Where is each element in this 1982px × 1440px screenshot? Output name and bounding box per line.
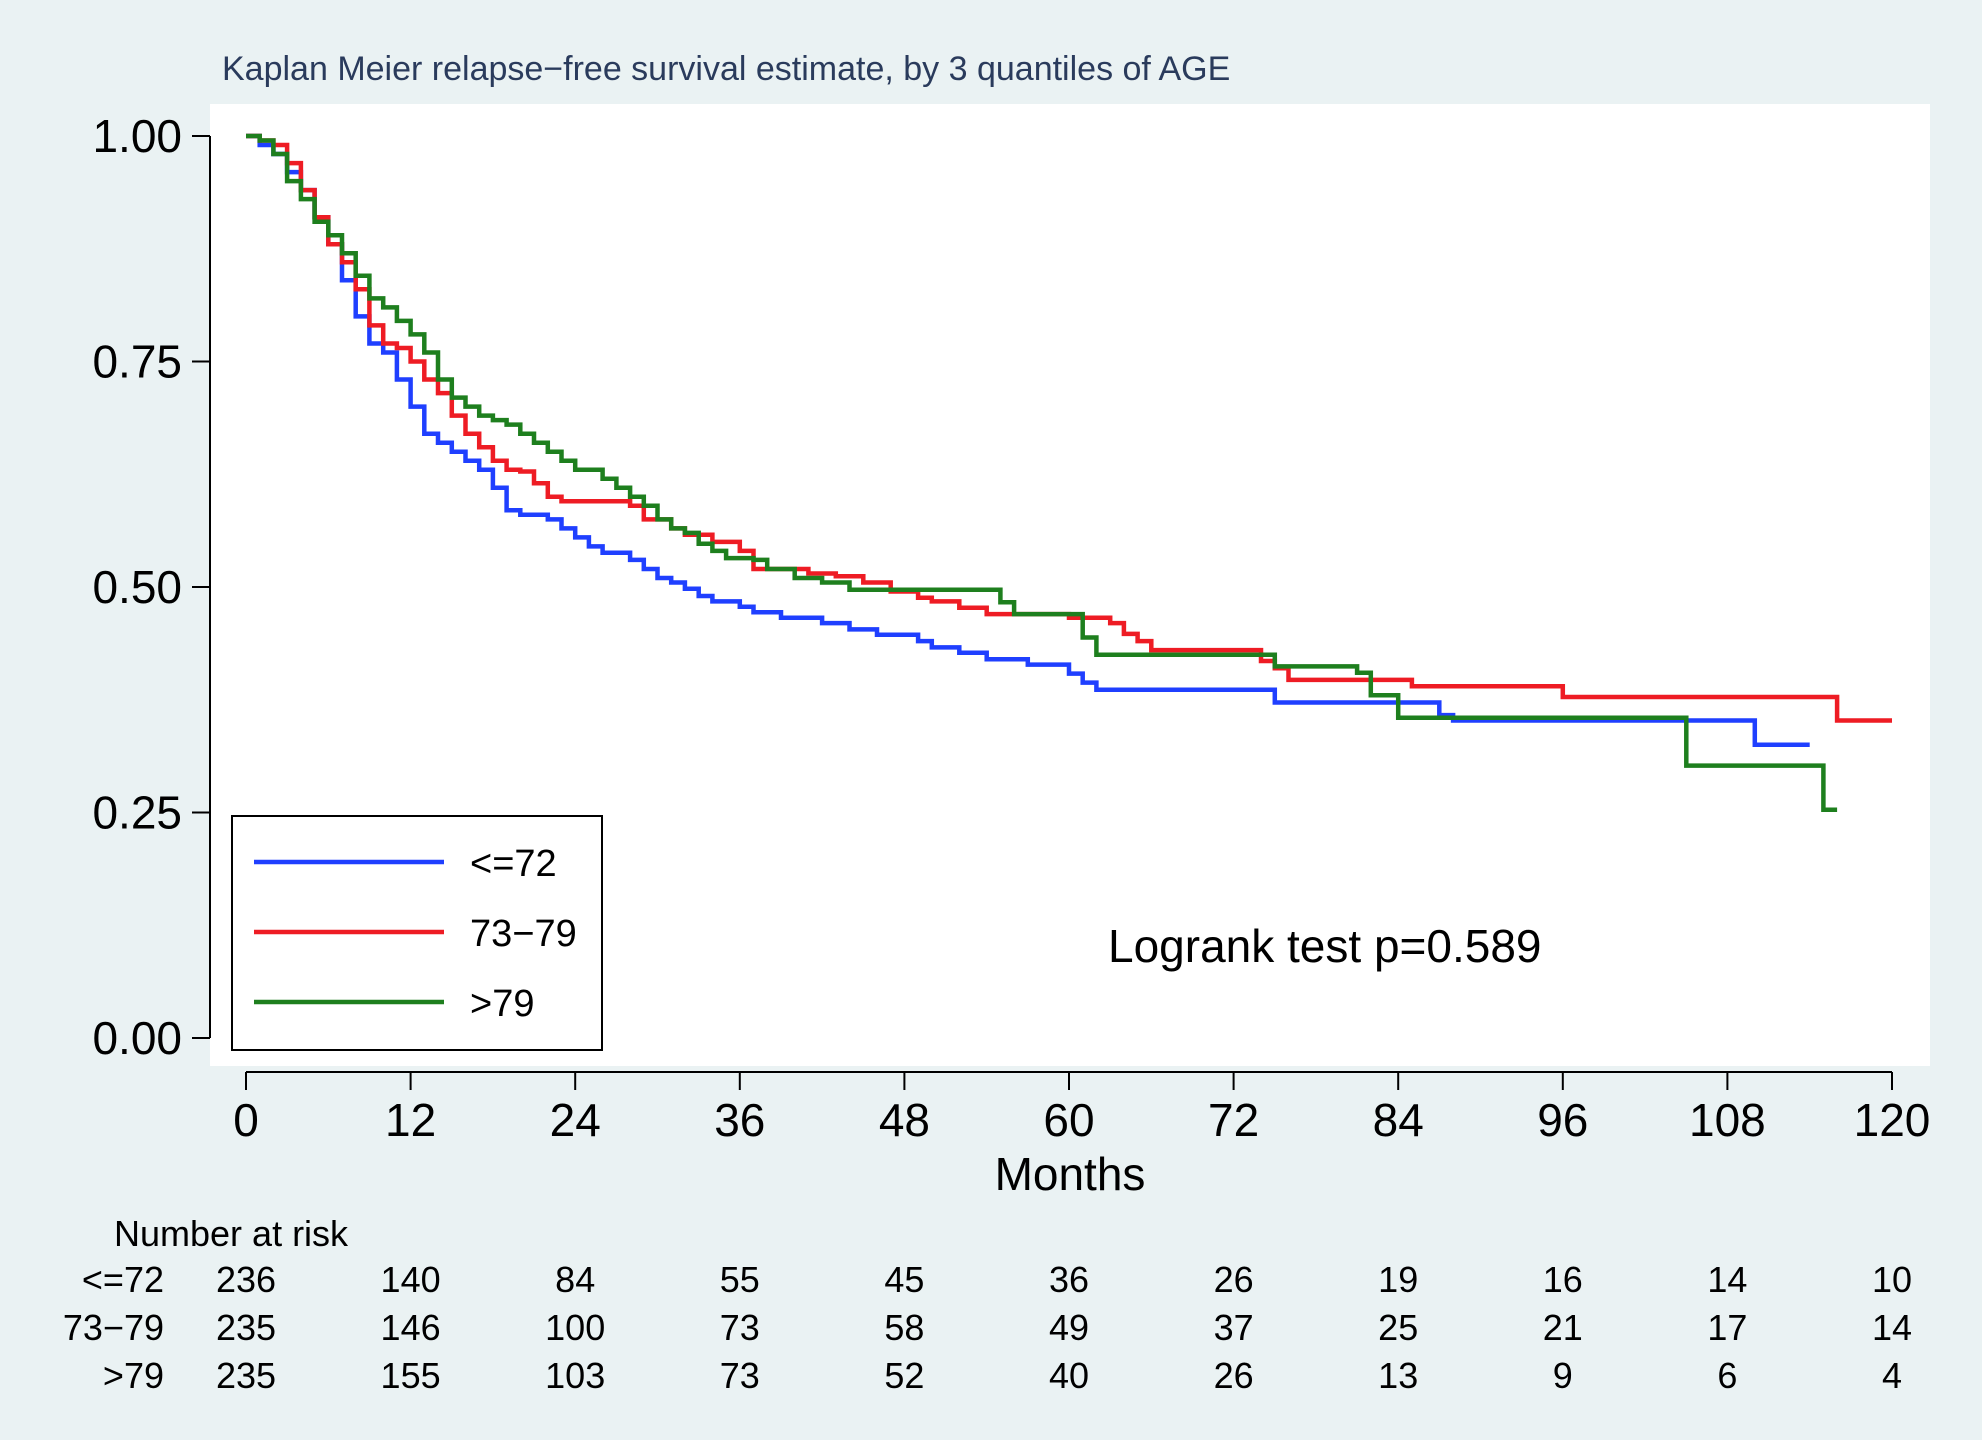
risk-cell: 235 <box>216 1355 276 1396</box>
x-tick-label: 72 <box>1208 1094 1259 1146</box>
y-tick-label: 1.00 <box>92 110 182 162</box>
risk-row-label: 73−79 <box>63 1307 164 1348</box>
risk-cell: 10 <box>1872 1259 1912 1300</box>
risk-cell: 55 <box>720 1259 760 1300</box>
risk-cell: 103 <box>545 1355 605 1396</box>
risk-cell: 16 <box>1543 1259 1583 1300</box>
legend: <=72 73−79 >79 <box>231 815 603 1051</box>
risk-cell: 17 <box>1707 1307 1747 1348</box>
risk-cell: 25 <box>1378 1307 1418 1348</box>
legend-label-73_79: 73−79 <box>470 913 577 955</box>
risk-cell: 6 <box>1717 1355 1737 1396</box>
risk-row-label: >79 <box>103 1355 164 1396</box>
risk-cell: 100 <box>545 1307 605 1348</box>
risk-cell: 140 <box>381 1259 441 1300</box>
x-tick-label: 12 <box>385 1094 436 1146</box>
series-line-gt79 <box>246 133 1838 813</box>
risk-cell: 235 <box>216 1307 276 1348</box>
risk-table-label: Number at risk <box>114 1213 349 1254</box>
x-tick-label: 36 <box>714 1094 765 1146</box>
y-tick-label: 0.75 <box>92 336 182 388</box>
risk-cell: 21 <box>1543 1307 1583 1348</box>
number-at-risk-table: Number at risk <=72 236 140 84 55 45 36 26 19 16 1… <box>63 1213 1912 1396</box>
x-tick-label: 0 <box>233 1094 259 1146</box>
risk-cell: 26 <box>1214 1259 1254 1300</box>
risk-cell: 36 <box>1049 1259 1089 1300</box>
x-tick-label: 108 <box>1689 1094 1766 1146</box>
legend-label-gt79: >79 <box>470 983 534 1025</box>
risk-cell: 52 <box>884 1355 924 1396</box>
risk-cell: 19 <box>1378 1259 1418 1300</box>
x-tick-label: 120 <box>1854 1094 1931 1146</box>
risk-cell: 45 <box>884 1259 924 1300</box>
x-tick-label: 48 <box>879 1094 930 1146</box>
risk-cell: 13 <box>1378 1355 1418 1396</box>
x-tick-label: 24 <box>550 1094 601 1146</box>
y-tick-label: 0.50 <box>92 561 182 613</box>
axes: 0.00 0.25 0.50 0.75 1.00 0 12 24 36 48 60 72 84 96 108… <box>92 110 1930 1146</box>
x-axis-title: Months <box>995 1148 1146 1200</box>
risk-cell: 14 <box>1872 1307 1912 1348</box>
chart-title: Kaplan Meier relapse−free survival estim… <box>222 50 1230 88</box>
y-tick-label: 0.00 <box>92 1012 182 1064</box>
x-tick-label: 96 <box>1537 1094 1588 1146</box>
risk-cell: 236 <box>216 1259 276 1300</box>
legend-label-le72: <=72 <box>470 843 557 885</box>
risk-row-label: <=72 <box>82 1259 164 1300</box>
risk-cell: 73 <box>720 1355 760 1396</box>
series-layer <box>246 133 1892 813</box>
x-tick-label: 84 <box>1373 1094 1424 1146</box>
risk-cell: 14 <box>1707 1259 1747 1300</box>
risk-cell: 26 <box>1214 1355 1254 1396</box>
risk-cell: 58 <box>884 1307 924 1348</box>
y-tick-label: 0.25 <box>92 787 182 839</box>
risk-cell: 155 <box>381 1355 441 1396</box>
x-tick-label: 60 <box>1043 1094 1094 1146</box>
risk-cell: 146 <box>381 1307 441 1348</box>
risk-cell: 4 <box>1882 1355 1902 1396</box>
series-line-le72 <box>246 133 1810 748</box>
risk-cell: 84 <box>555 1259 595 1300</box>
risk-cell: 9 <box>1553 1355 1573 1396</box>
risk-cell: 49 <box>1049 1307 1089 1348</box>
risk-cell: 37 <box>1214 1307 1254 1348</box>
risk-cell: 40 <box>1049 1355 1089 1396</box>
logrank-annotation: Logrank test p=0.589 <box>1108 920 1542 972</box>
risk-cell: 73 <box>720 1307 760 1348</box>
